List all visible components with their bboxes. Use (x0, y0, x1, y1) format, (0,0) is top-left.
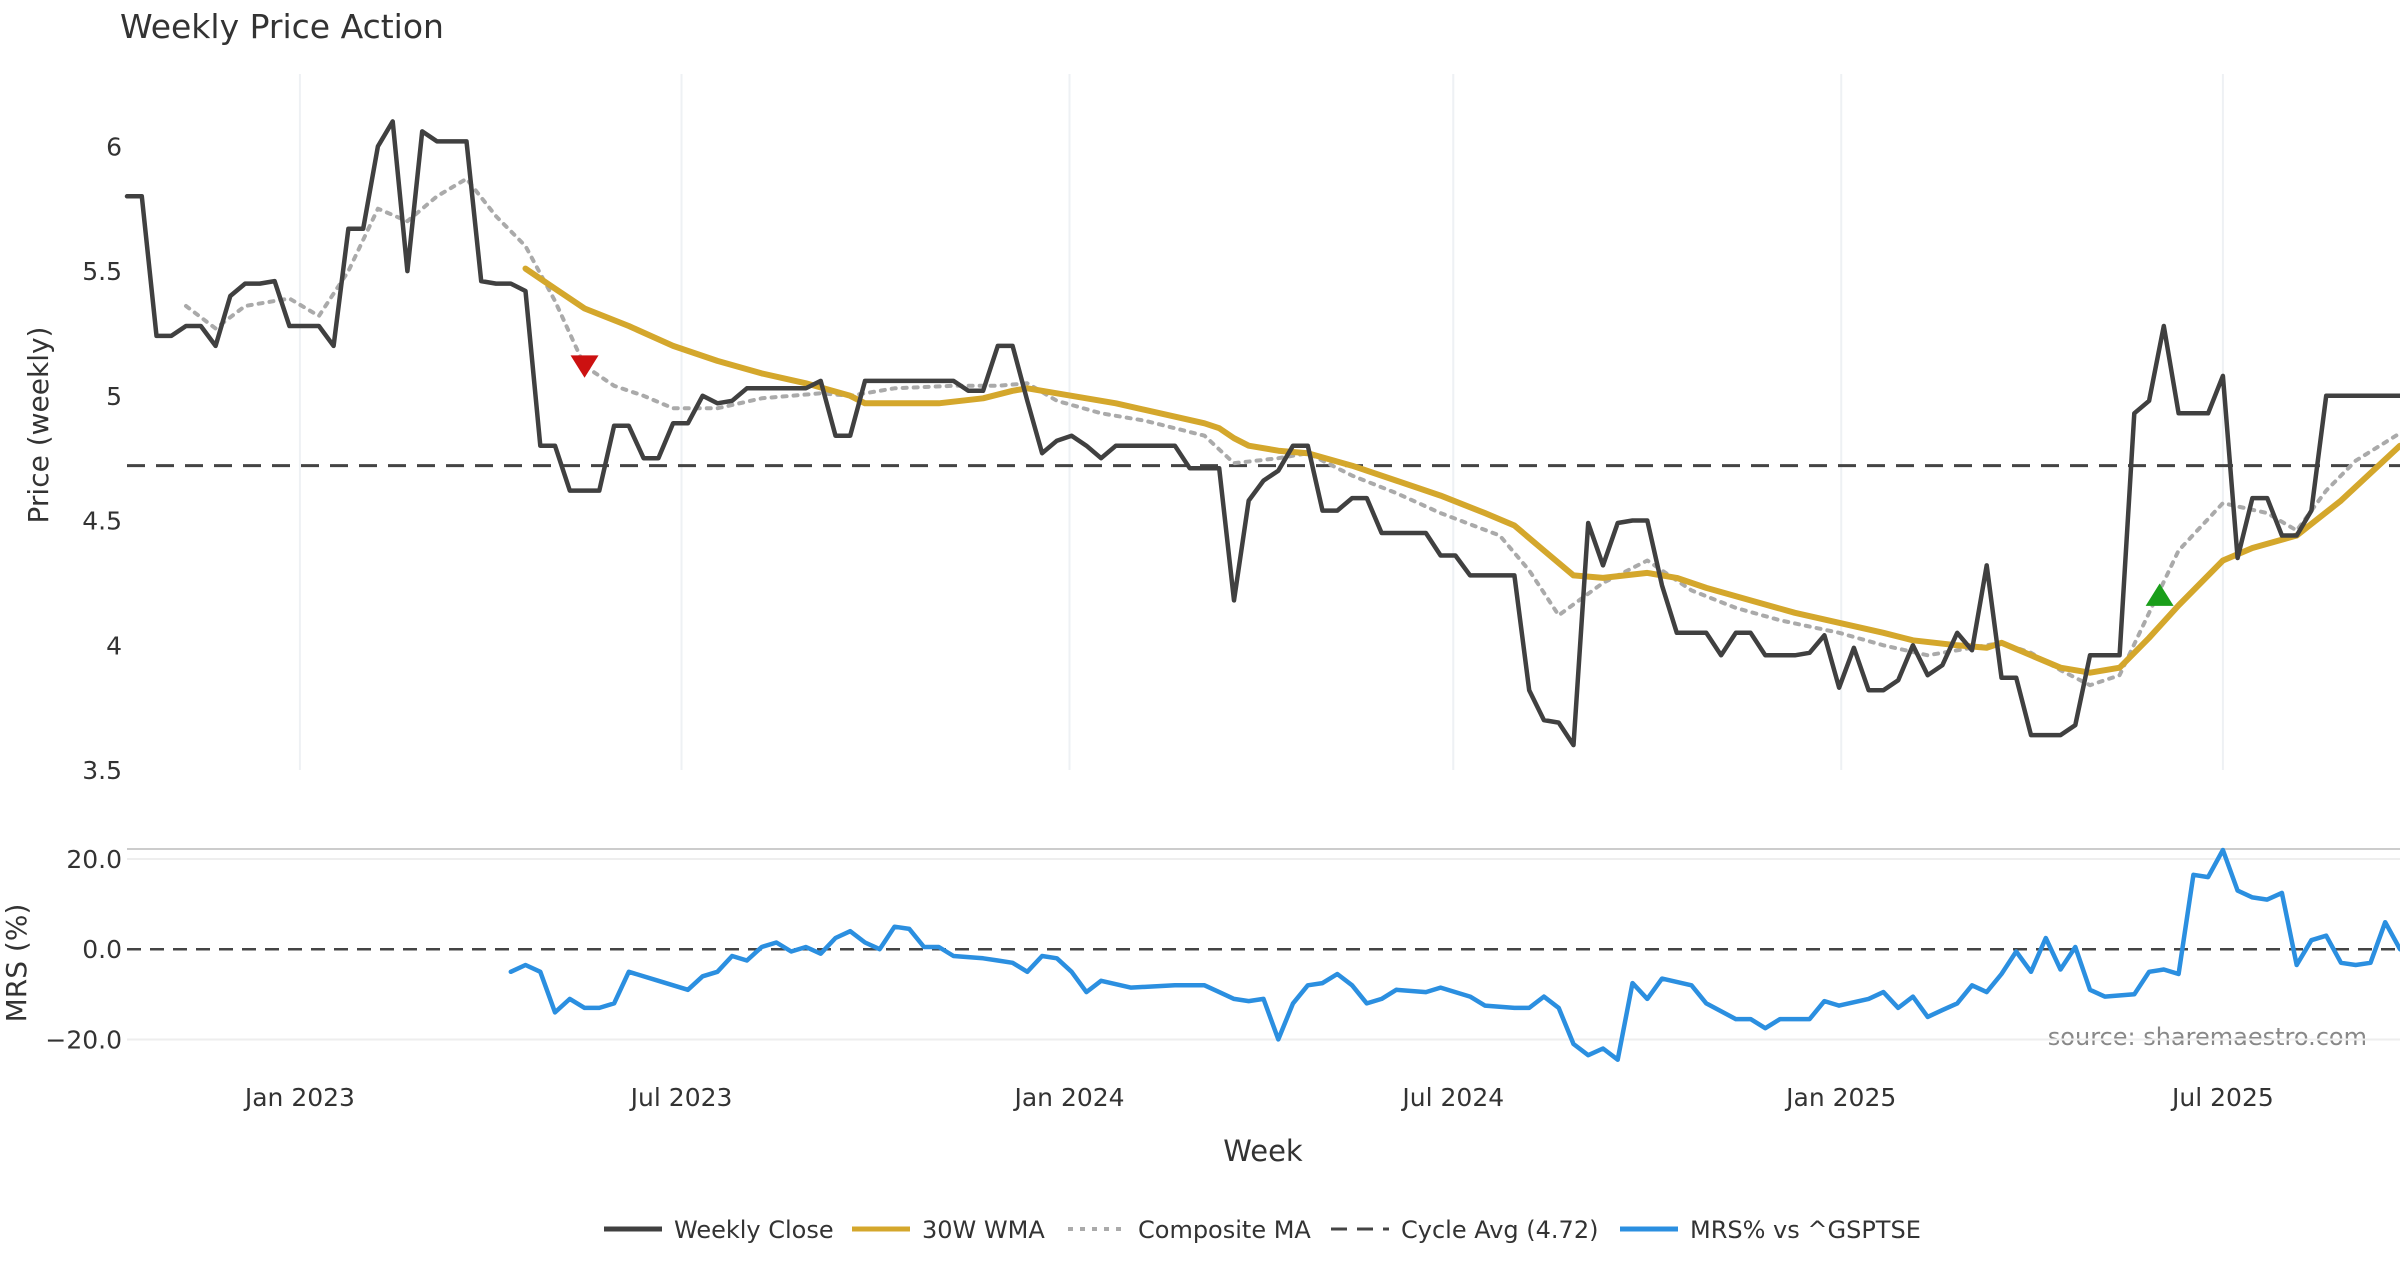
chart-title: Weekly Price Action (120, 7, 444, 46)
price-y-tick-label: 4.5 (82, 507, 122, 536)
price-axis-label: Price (weekly) (22, 327, 55, 524)
mrs-y-tick-label: 0.0 (82, 935, 122, 964)
legend-label: MRS% vs ^GSPTSE (1690, 1216, 1921, 1244)
price-y-tick-label: 5 (106, 382, 122, 411)
price-y-tick-label: 6 (106, 132, 122, 161)
price-y-tick-label: 5.5 (82, 257, 122, 286)
mrs-y-tick-label: 20.0 (66, 845, 122, 874)
price-y-tick-label: 3.5 (82, 756, 122, 785)
x-tick-label: Jul 2023 (629, 1083, 733, 1112)
legend-label: Cycle Avg (4.72) (1401, 1216, 1598, 1244)
x-axis-label: Week (1223, 1134, 1303, 1168)
weekly-close-line (127, 121, 2400, 745)
series-layer (127, 121, 2400, 1059)
grid-layer (127, 74, 2400, 1039)
mrs-y-tick-label: −20.0 (45, 1025, 122, 1054)
x-tick-label: Jan 2023 (243, 1083, 355, 1112)
buy-signal-marker (2146, 583, 2174, 605)
x-tick-label: Jan 2025 (1784, 1083, 1896, 1112)
axes-layer: 3.5 4 4.5 5 5.5 6 −20.0 0.0 20.0 Jan 2023 Jul 2023… (45, 132, 2273, 1112)
x-tick-label: Jan 2024 (1012, 1083, 1124, 1112)
x-tick-label: Jul 2025 (2170, 1083, 2274, 1112)
mrs-axis-label: MRS (%) (0, 904, 33, 1023)
legend: Weekly Close 30W WMA Composite MA Cycle Avg… (604, 1216, 1921, 1244)
legend-label: Weekly Close (674, 1216, 834, 1244)
price-y-tick-label: 4 (106, 631, 122, 660)
source-annotation: source: sharemaestro.com (2048, 1023, 2367, 1051)
x-tick-label: Jul 2024 (1400, 1083, 1504, 1112)
marker-layer (571, 355, 2174, 605)
wma-30w-line (526, 269, 2400, 673)
composite-ma-line (186, 179, 2400, 685)
legend-label: 30W WMA (922, 1216, 1045, 1244)
legend-label: Composite MA (1138, 1216, 1311, 1244)
